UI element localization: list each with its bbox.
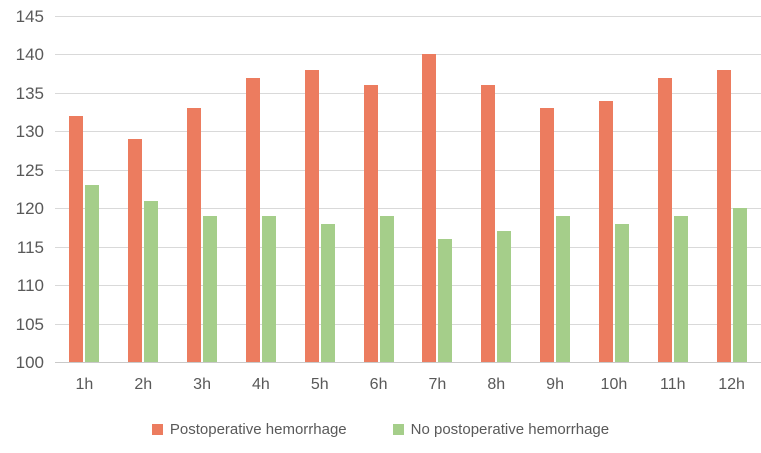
bar-series-1-8h bbox=[497, 231, 512, 362]
bar-series-0-7h bbox=[422, 54, 437, 362]
y-tick-label: 140 bbox=[15, 45, 44, 65]
gridline bbox=[55, 169, 761, 171]
bar-series-0-5h bbox=[304, 69, 319, 362]
gridline bbox=[55, 16, 761, 17]
y-tick-label: 110 bbox=[16, 276, 44, 296]
legend-entry-1: No postoperative hemorrhage bbox=[392, 421, 610, 438]
x-tick-label: 12h bbox=[718, 376, 745, 393]
legend: Postoperative hemorrhage No postoperative… bbox=[0, 422, 761, 437]
bar-series-0-8h bbox=[481, 85, 496, 362]
gridline bbox=[55, 246, 761, 248]
bar-series-1-5h bbox=[320, 223, 335, 362]
gridline bbox=[55, 208, 761, 210]
x-tick-label: 1h bbox=[75, 376, 94, 393]
y-tick-label: 130 bbox=[15, 122, 44, 142]
bar-series-0-12h bbox=[716, 69, 731, 362]
y-tick-label: 135 bbox=[15, 83, 44, 103]
legend-label: Postoperative hemorrhage bbox=[169, 421, 347, 438]
bar-series-0-9h bbox=[540, 108, 555, 362]
x-axis-line bbox=[55, 362, 761, 363]
bar-series-1-1h bbox=[85, 185, 100, 362]
bar-series-0-6h bbox=[363, 85, 378, 362]
x-tick-label: 2h bbox=[134, 376, 153, 393]
gridline bbox=[55, 92, 761, 94]
gridline bbox=[55, 54, 761, 56]
gridline bbox=[55, 285, 761, 287]
x-tick-label: 10h bbox=[600, 376, 628, 393]
bar-series-1-6h bbox=[379, 215, 394, 362]
x-tick-label: 7h bbox=[428, 376, 447, 393]
bar-series-1-4h bbox=[261, 215, 276, 362]
x-tick-label: 11h bbox=[659, 376, 686, 393]
legend-swatch-icon bbox=[151, 424, 163, 435]
bar-series-0-3h bbox=[187, 108, 202, 362]
legend-swatch-icon bbox=[392, 424, 404, 435]
bar-series-1-7h bbox=[438, 238, 453, 362]
bar-series-1-10h bbox=[614, 223, 629, 362]
x-tick-label: 3h bbox=[193, 376, 211, 393]
bar-series-0-2h bbox=[128, 139, 143, 362]
gridline bbox=[55, 131, 761, 133]
y-tick-label: 120 bbox=[15, 199, 44, 219]
y-tick-label: 105 bbox=[15, 314, 44, 334]
x-tick-label: 9h bbox=[546, 376, 564, 393]
bar-series-1-9h bbox=[556, 215, 571, 362]
y-tick-label: 145 bbox=[15, 7, 44, 26]
bar-series-0-10h bbox=[598, 100, 613, 362]
gridline bbox=[55, 323, 761, 325]
x-tick-label: 8h bbox=[487, 376, 506, 393]
bar-series-1-2h bbox=[144, 200, 159, 362]
plot-area bbox=[55, 16, 761, 363]
y-tick-label: 125 bbox=[15, 160, 44, 180]
y-tick-label: 100 bbox=[15, 353, 44, 372]
legend-entry-0: Postoperative hemorrhage bbox=[151, 421, 347, 438]
y-tick-label: 115 bbox=[16, 237, 44, 257]
x-tick-label: 4h bbox=[252, 376, 270, 393]
x-tick-label: 5h bbox=[310, 376, 329, 393]
bar-series-0-1h bbox=[69, 115, 84, 362]
bar-series-0-4h bbox=[245, 77, 260, 362]
x-tick-label: 6h bbox=[369, 376, 388, 393]
legend-label: No postoperative hemorrhage bbox=[410, 421, 610, 438]
bar-series-1-11h bbox=[673, 215, 688, 362]
bar-series-1-3h bbox=[203, 215, 218, 362]
bar-series-0-11h bbox=[657, 77, 672, 362]
bar-series-1-12h bbox=[732, 208, 747, 362]
